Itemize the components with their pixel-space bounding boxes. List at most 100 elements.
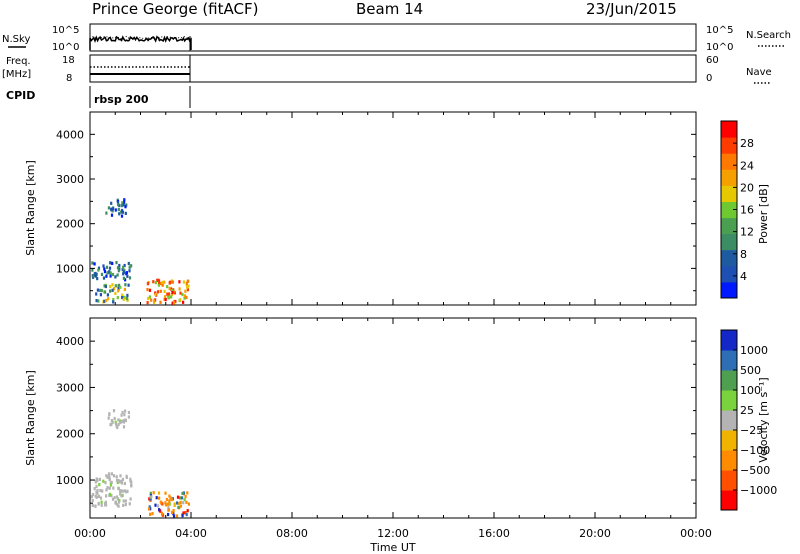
range-cell [111,272,115,277]
range-cell [183,294,187,298]
x-axis-title: Time UT [369,541,415,554]
power-bar-tick-label: 4 [740,270,747,283]
power-swatch [721,281,737,299]
nave-tick-bottom: 0 [706,73,712,84]
range-cell [157,504,160,508]
range-cell [119,492,122,496]
range-cell [154,503,157,507]
range-cell [91,493,95,497]
range-cell [117,287,120,291]
range-cell [185,281,188,285]
y-tick-label: 4000 [56,128,84,141]
range-cell [112,300,115,304]
range-cell [110,494,113,498]
range-cell [100,289,103,293]
y-tick-label: 3000 [56,173,84,186]
range-cell [170,293,173,297]
range-cell [171,291,174,295]
range-cell [157,278,160,282]
range-cell [164,503,168,507]
range-cell [91,503,94,508]
x-tick-label: 00:00 [74,527,106,540]
range-cell [119,285,122,289]
range-cell [121,267,124,272]
velocity-bar-tick-label: −25 [740,424,763,437]
range-cell [97,502,100,506]
range-cell [107,297,110,301]
velocity-bar-tick-label: 1000 [740,344,768,357]
range-cell [94,504,97,508]
y-tick-label: 2000 [56,218,84,231]
range-cell [91,268,94,272]
range-cell [181,491,184,495]
range-cell [168,502,171,506]
range-cell [129,497,132,501]
range-cell [114,275,117,279]
nsearch-label: N.Search [746,30,791,41]
nsky-tick-bottom: 10^0 [52,42,79,53]
range-cell [121,201,124,205]
range-cell [179,496,182,500]
range-cell [115,501,118,505]
date-label: 23/Jun/2015 [586,0,677,18]
range-cell [130,484,133,488]
range-cell [95,272,98,276]
range-cell [107,416,110,420]
power-bar-tick-label: 12 [740,226,754,239]
range-cell [163,280,166,284]
velocity-bar-swatches [721,330,737,511]
range-cell [126,489,129,493]
cpid-value: rbsp 200 [94,93,149,106]
range-cell [127,410,130,415]
range-cell [117,208,120,212]
power-cells [91,198,190,305]
range-cell [117,500,121,504]
range-cell [162,513,165,517]
range-cell [159,282,162,286]
range-cell [105,494,108,498]
range-cell [185,295,188,300]
range-cell [117,504,120,508]
range-cell [123,268,126,272]
range-cell [186,491,189,495]
range-cell [127,283,130,287]
range-cell [170,510,174,514]
range-cell [157,491,161,495]
velocity-bar-tick-label: 100 [740,384,761,397]
range-cell [114,284,117,288]
range-cell [170,288,174,293]
range-cell [117,487,120,491]
range-cell [104,481,107,485]
range-cell [110,472,113,476]
range-cell [185,283,188,287]
nave-label: Nave [746,67,772,78]
range-cell [169,496,172,500]
range-cell [119,421,122,425]
range-cell [98,483,101,487]
velocity-bar-tick-label: 500 [740,364,761,377]
range-cell [95,292,98,296]
range-cell [122,276,125,280]
velocity-swatch [721,470,737,491]
range-cell [154,281,157,285]
power-swatch [721,121,737,138]
range-cell [159,289,162,293]
range-cell [106,475,109,479]
power-swatch [721,233,737,251]
range-cell [124,419,127,423]
range-cell [106,486,109,490]
range-cell [108,266,112,270]
range-cell [148,505,151,509]
range-cell [167,296,170,300]
range-cell [108,478,111,482]
range-cell [159,300,162,304]
range-cell [115,495,119,499]
range-cell [173,291,176,295]
range-cell [105,265,109,269]
range-cell [182,511,185,515]
range-cell [104,284,107,289]
range-cell [99,496,103,500]
range-cell [146,282,149,286]
y-tick-label: 3000 [56,381,84,394]
range-cell [163,297,166,301]
